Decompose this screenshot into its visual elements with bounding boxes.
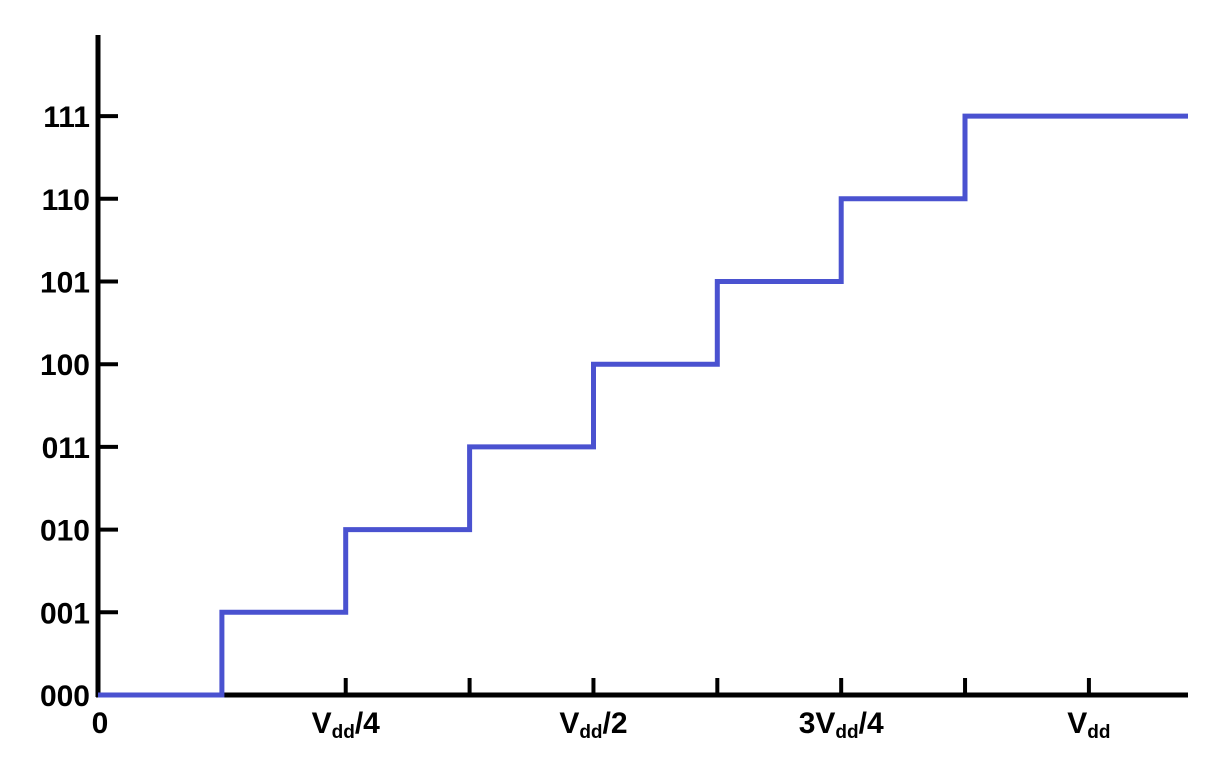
x-tick-label: Vdd <box>1067 707 1110 743</box>
x-tick-label: 0 <box>92 707 109 740</box>
x-axis-ticks: 0 Vdd/4 Vdd/2 3Vdd/4 Vdd <box>92 678 1111 743</box>
step-series-line <box>98 113 1188 698</box>
x-tick-label: Vdd/4 <box>312 707 381 743</box>
y-tick-label: 110 <box>42 184 90 217</box>
y-tick-label: 000 <box>40 680 90 713</box>
series-group <box>98 113 1188 698</box>
y-tick-label: 011 <box>42 432 90 465</box>
y-axis-ticks: 000 001 010 011 100 101 110 111 <box>40 101 118 713</box>
y-tick-label: 001 <box>40 597 90 630</box>
y-tick-label: 100 <box>40 349 90 382</box>
y-tick-label: 101 <box>40 267 90 300</box>
y-tick-label: 010 <box>40 515 90 548</box>
x-tick-label: 3Vdd/4 <box>799 707 884 743</box>
y-tick-label: 111 <box>43 101 90 134</box>
x-tick-label: Vdd/2 <box>559 707 627 743</box>
